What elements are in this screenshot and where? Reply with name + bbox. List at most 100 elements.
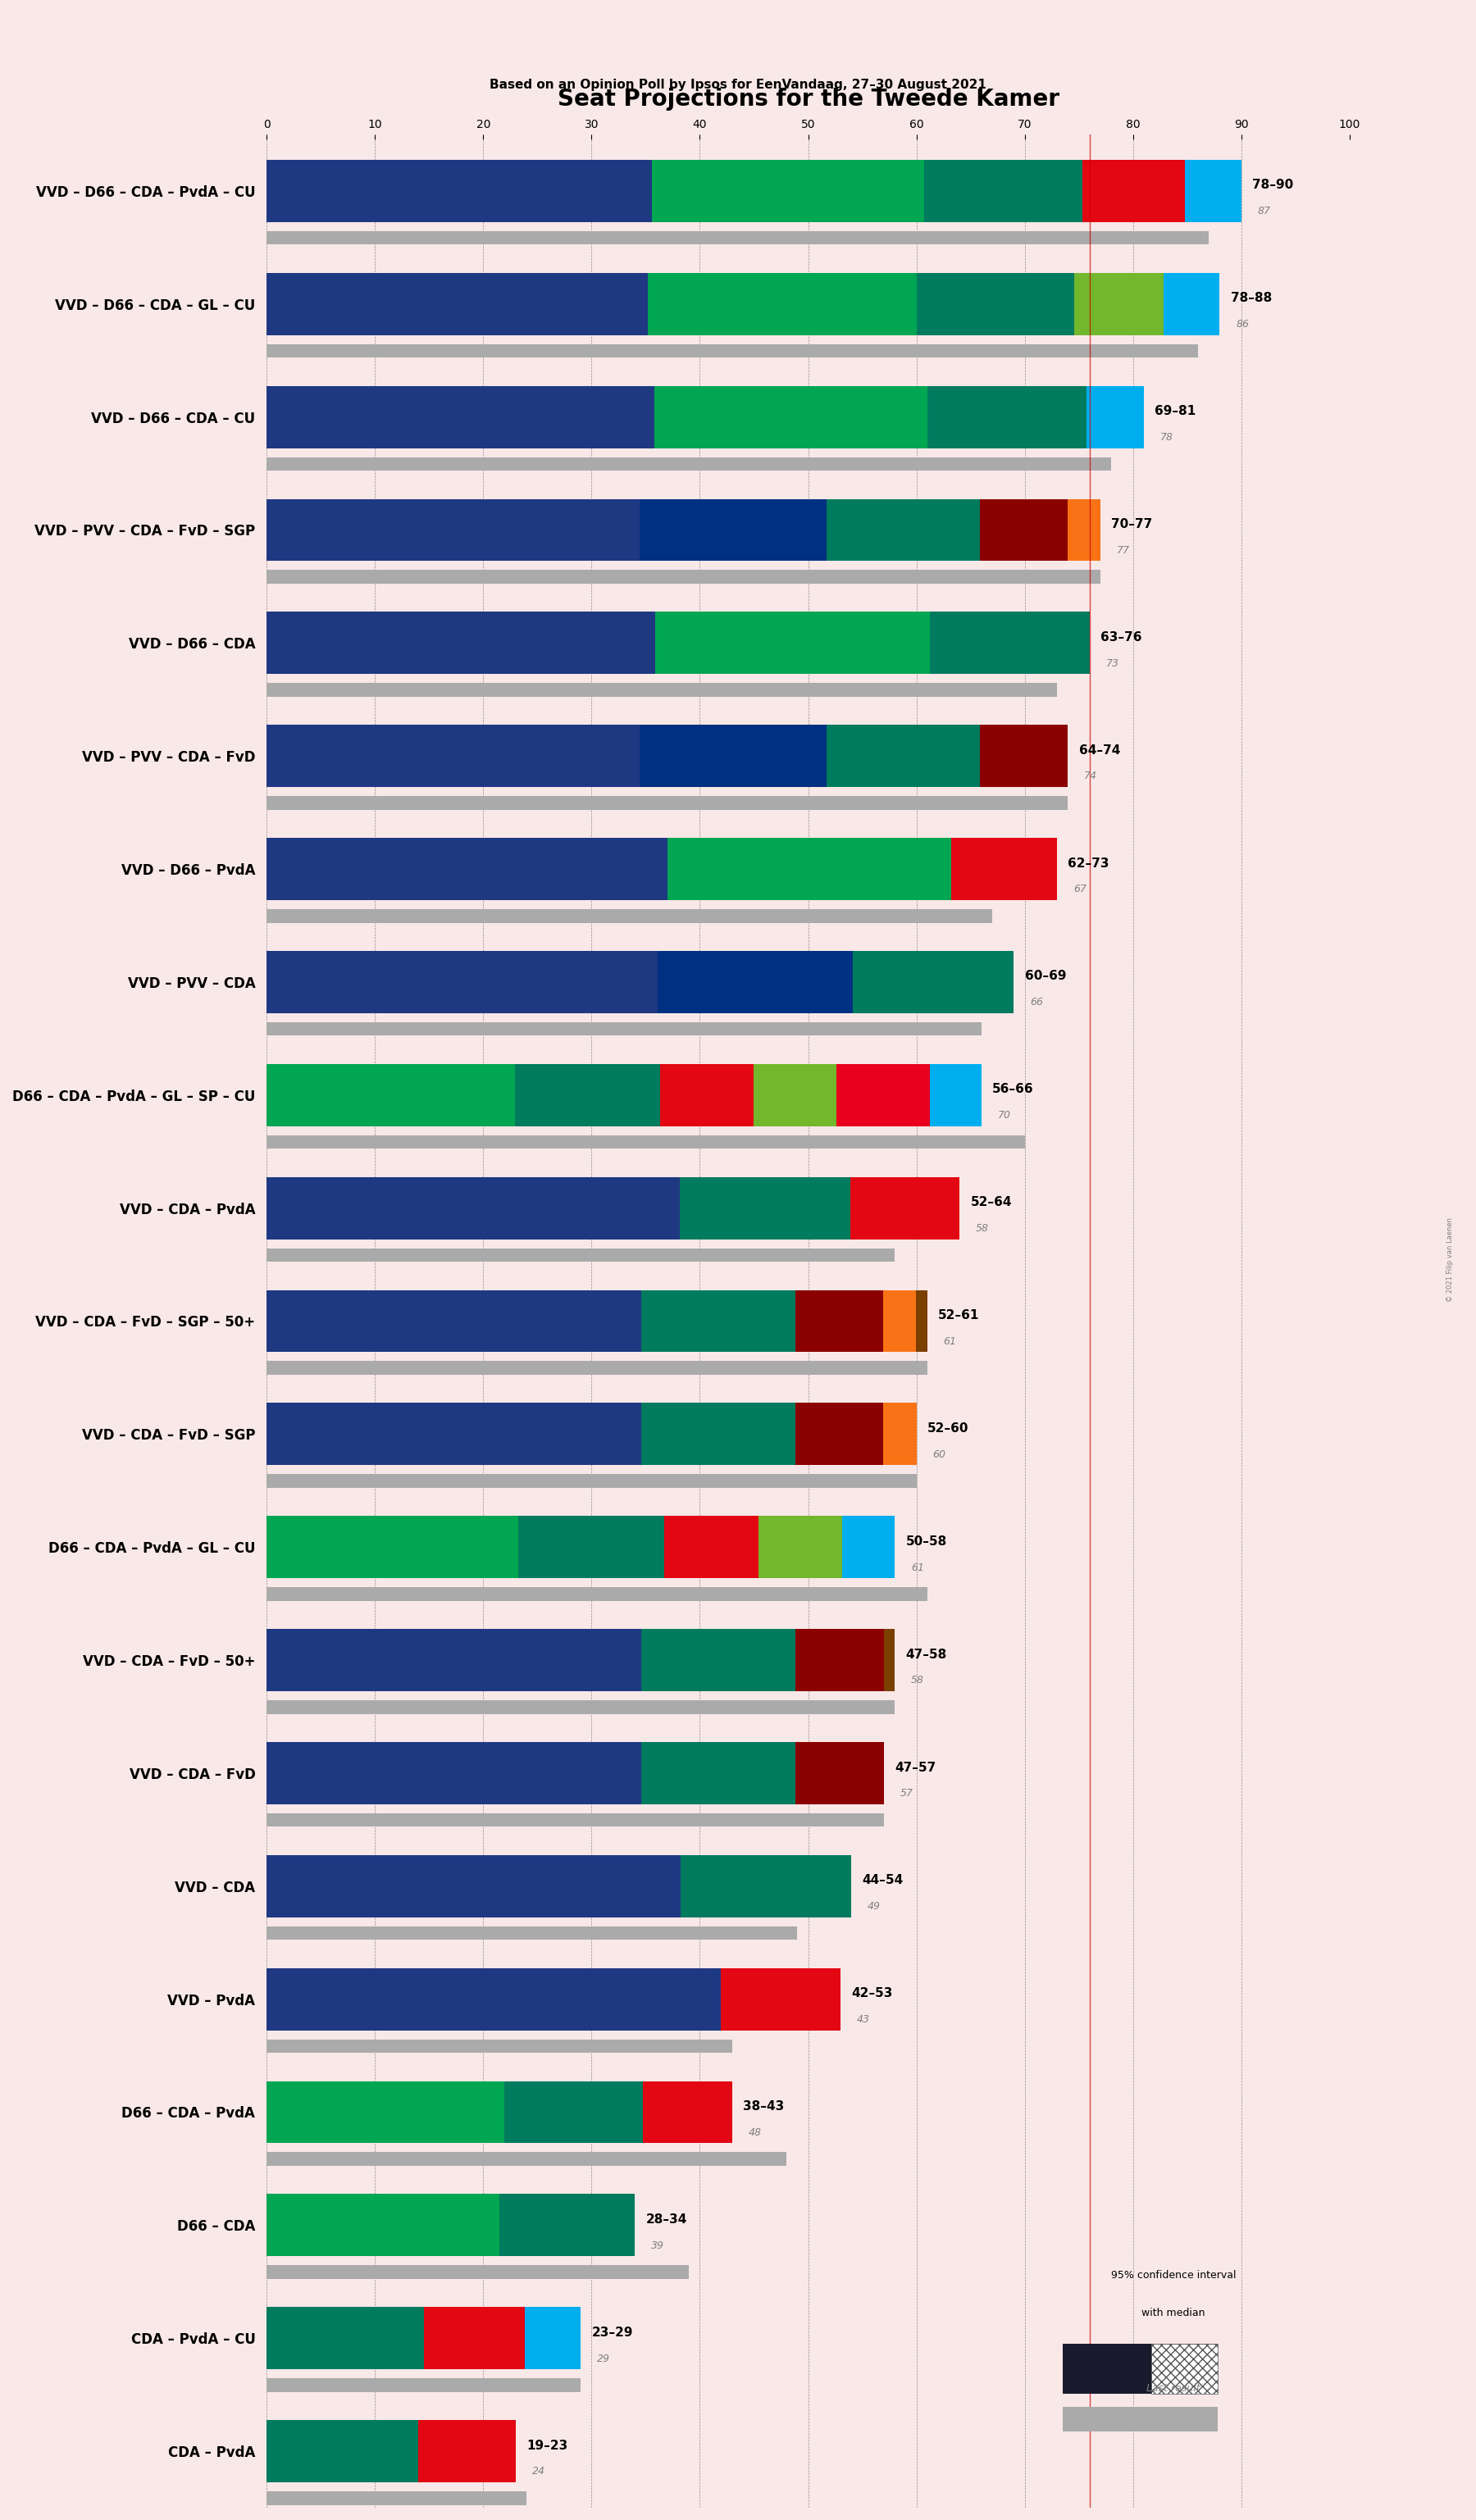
Bar: [524, 2308, 580, 2369]
Bar: [267, 1247, 894, 1263]
Text: 70: 70: [998, 1109, 1011, 1121]
Bar: [850, 1177, 959, 1240]
Text: 19–23: 19–23: [527, 2439, 568, 2452]
Bar: [641, 1404, 796, 1464]
Bar: [267, 1134, 1024, 1149]
Bar: [1082, 159, 1185, 222]
Bar: [1067, 499, 1101, 562]
Text: 38–43: 38–43: [744, 2099, 784, 2112]
Bar: [652, 159, 924, 222]
Bar: [927, 386, 1086, 449]
Text: 69–81: 69–81: [1154, 406, 1196, 418]
Text: 42–53: 42–53: [852, 1988, 893, 2001]
Bar: [917, 1290, 927, 1353]
Bar: [267, 2039, 732, 2054]
Bar: [827, 499, 980, 562]
Text: 50–58: 50–58: [906, 1535, 946, 1547]
Bar: [518, 1517, 664, 1578]
Text: 23–29: 23–29: [592, 2326, 633, 2339]
Bar: [267, 839, 667, 900]
Text: 28–34: 28–34: [645, 2213, 686, 2225]
Bar: [267, 796, 1069, 809]
Text: Based on an Opinion Poll by Ipsos for EenVandaag, 27–30 August 2021: Based on an Opinion Poll by Ipsos for Ee…: [490, 78, 986, 91]
Bar: [267, 950, 657, 1013]
Text: 24: 24: [531, 2467, 545, 2477]
Text: 78: 78: [1160, 431, 1173, 444]
Text: 39: 39: [651, 2240, 664, 2250]
Bar: [883, 1290, 917, 1353]
Bar: [837, 1063, 930, 1126]
Bar: [644, 2082, 732, 2142]
Bar: [267, 386, 654, 449]
Bar: [1163, 272, 1219, 335]
Text: 87: 87: [1258, 207, 1271, 217]
Bar: [655, 612, 930, 673]
Title: Seat Projections for the Tweede Kamer: Seat Projections for the Tweede Kamer: [558, 88, 1060, 111]
Bar: [267, 1741, 642, 1804]
Text: 66: 66: [1030, 998, 1044, 1008]
Bar: [267, 683, 1057, 696]
Text: © 2021 Filip van Laenen: © 2021 Filip van Laenen: [1446, 1217, 1454, 1303]
Text: 58: 58: [911, 1676, 924, 1686]
Bar: [267, 159, 652, 222]
Text: 47–57: 47–57: [894, 1761, 936, 1774]
Bar: [667, 839, 951, 900]
Bar: [827, 726, 980, 786]
Bar: [505, 2082, 644, 2142]
Bar: [796, 1404, 884, 1464]
Bar: [980, 726, 1069, 786]
Text: 77: 77: [1117, 544, 1129, 554]
Bar: [642, 1628, 796, 1691]
Bar: [980, 499, 1067, 562]
Bar: [267, 2152, 787, 2165]
Bar: [267, 1474, 917, 1487]
Text: 95% confidence interval: 95% confidence interval: [1111, 2271, 1235, 2281]
Bar: [267, 726, 641, 786]
Bar: [1086, 386, 1144, 449]
Text: 49: 49: [868, 1900, 881, 1913]
Bar: [267, 1925, 797, 1940]
Bar: [267, 1063, 515, 1126]
Bar: [418, 2419, 515, 2482]
Text: 78–90: 78–90: [1252, 179, 1293, 192]
Text: 48: 48: [748, 2127, 762, 2137]
Bar: [267, 499, 639, 562]
Bar: [654, 386, 927, 449]
Bar: [267, 1628, 642, 1691]
Text: 60: 60: [933, 1449, 946, 1459]
Text: 57: 57: [900, 1789, 914, 1799]
Text: 67: 67: [1073, 885, 1086, 895]
Bar: [267, 232, 1209, 244]
Bar: [1063, 2407, 1218, 2432]
Bar: [267, 1290, 641, 1353]
Bar: [1063, 2344, 1218, 2394]
Bar: [267, 456, 1111, 471]
Text: Last result: Last result: [1147, 2384, 1200, 2394]
Bar: [664, 1517, 759, 1578]
Bar: [515, 1063, 660, 1126]
Bar: [642, 1741, 796, 1804]
Bar: [796, 1741, 884, 1804]
Bar: [267, 272, 648, 335]
Bar: [267, 1177, 680, 1240]
Bar: [680, 1177, 850, 1240]
Bar: [1075, 272, 1163, 335]
Bar: [884, 1628, 894, 1691]
Text: with median: with median: [1141, 2308, 1206, 2318]
Bar: [917, 272, 1075, 335]
Bar: [267, 1814, 884, 1827]
Bar: [267, 1361, 927, 1376]
Bar: [843, 1517, 894, 1578]
Text: 44–54: 44–54: [862, 1875, 903, 1887]
Bar: [924, 159, 1082, 222]
Bar: [267, 2082, 505, 2142]
Bar: [660, 1063, 754, 1126]
Bar: [680, 1855, 852, 1918]
Bar: [796, 1628, 884, 1691]
Bar: [267, 2419, 418, 2482]
Text: 56–66: 56–66: [992, 1084, 1033, 1096]
Bar: [499, 2195, 635, 2255]
Text: 29: 29: [596, 2354, 610, 2364]
Bar: [267, 910, 992, 922]
Text: 60–69: 60–69: [1024, 970, 1066, 983]
